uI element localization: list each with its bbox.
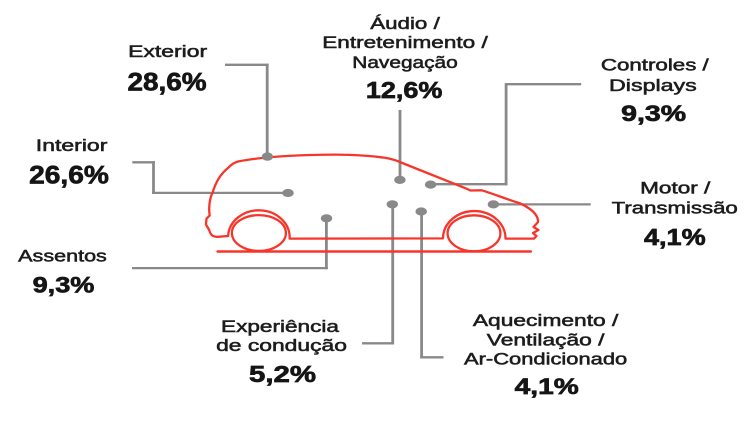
svg-text:de condução: de condução: [216, 337, 347, 356]
svg-text:Ventilação /: Ventilação /: [487, 331, 605, 350]
svg-text:Exterior: Exterior: [128, 43, 207, 62]
svg-text:Interior: Interior: [36, 137, 108, 155]
svg-text:26,6%: 26,6%: [29, 161, 109, 189]
svg-text:Controles /: Controles /: [601, 56, 709, 75]
svg-text:Áudio /: Áudio /: [370, 14, 440, 34]
svg-text:Ar-Condicionado: Ar-Condicionado: [464, 350, 627, 369]
svg-text:Transmissão: Transmissão: [612, 199, 738, 218]
svg-text:9,3%: 9,3%: [33, 274, 95, 298]
svg-text:9,3%: 9,3%: [621, 102, 686, 127]
svg-text:Aquecimento /: Aquecimento /: [473, 312, 619, 331]
svg-text:Assentos: Assentos: [18, 247, 107, 266]
svg-text:4,1%: 4,1%: [515, 375, 579, 400]
svg-text:12,6%: 12,6%: [366, 78, 443, 104]
svg-text:Displays: Displays: [609, 77, 697, 95]
svg-text:5,2%: 5,2%: [249, 361, 316, 387]
svg-text:4,1%: 4,1%: [644, 225, 706, 251]
svg-text:Motor /: Motor /: [640, 179, 711, 198]
svg-text:Entretenimento /: Entretenimento /: [322, 34, 488, 53]
svg-text:Experiência: Experiência: [221, 318, 340, 337]
svg-text:28,6%: 28,6%: [127, 68, 206, 96]
svg-text:Navegação: Navegação: [352, 54, 457, 73]
